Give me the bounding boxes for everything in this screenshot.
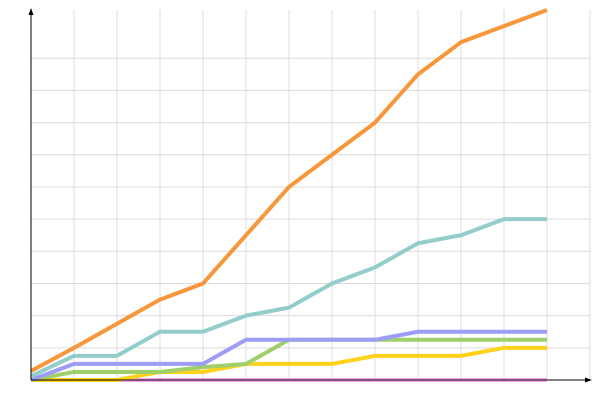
y-axis-arrow xyxy=(28,8,34,15)
series-line xyxy=(30,329,547,382)
axes xyxy=(28,8,592,383)
series-line xyxy=(30,8,548,373)
grid xyxy=(31,10,591,380)
series-line xyxy=(30,217,547,378)
x-axis-arrow xyxy=(585,377,592,383)
